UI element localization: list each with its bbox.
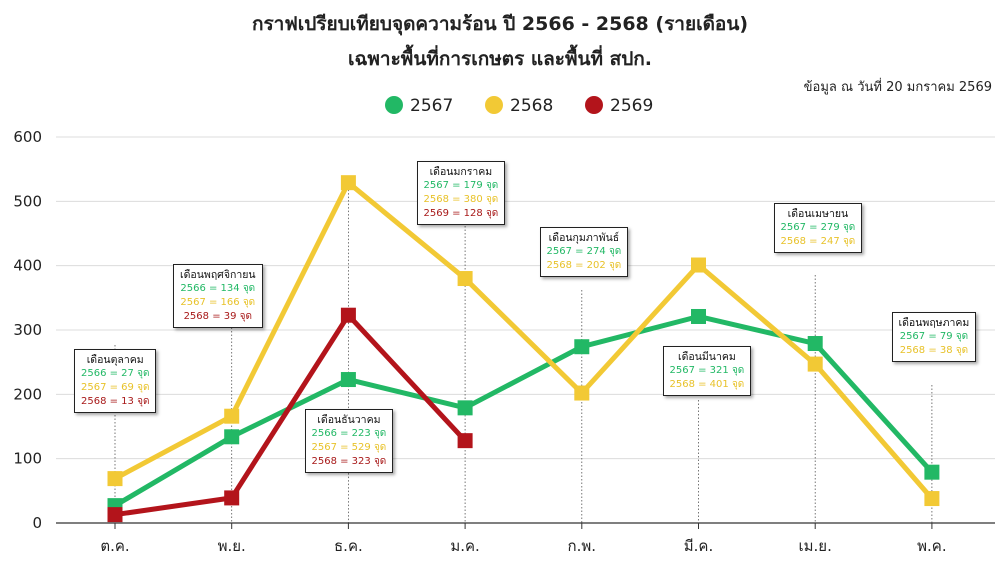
annotation-line: 2566 = 27 จุด: [81, 368, 150, 379]
x-tick-label: มี.ค.: [684, 537, 713, 555]
legend-marker-2568: [485, 96, 503, 114]
annotation-line: 2566 = 223 จุด: [311, 428, 387, 439]
annotation-box: เดือนมีนาคม 2567 = 321 จุด 2568 = 401 จุด: [662, 346, 752, 396]
annotation-title: เดือนมีนาคม: [677, 351, 736, 363]
data-point-2569: [340, 307, 356, 323]
annotation-line: 2567 = 274 จุด: [546, 246, 622, 257]
data-point-2567: [457, 400, 473, 416]
annotation-line: 2568 = 247 จุด: [780, 236, 856, 247]
x-tick-label: ต.ค.: [100, 537, 129, 555]
annotation-box: เดือนธันวาคม 2566 = 223 จุด 2567 = 529 จุด…: [304, 409, 394, 473]
legend-label-2569: 2569: [610, 96, 653, 116]
x-tick-label: เม.ย.: [799, 537, 832, 555]
annotation-title: เดือนกุมภาพันธ์: [548, 232, 620, 244]
data-point-2568: [457, 271, 473, 287]
annotation-line: 2568 = 323 จุด: [311, 456, 387, 467]
gridlines: [56, 136, 995, 460]
chart-subtitle: เฉพาะพื้นที่การเกษตร และพื้นที่ สปก.: [347, 48, 653, 70]
annotation-box: เดือนกุมภาพันธ์ 2567 = 274 จุด 2568 = 202 …: [539, 227, 629, 277]
legend-label-2567: 2567: [410, 96, 453, 116]
annotation-line: 2568 = 380 จุด: [423, 194, 499, 205]
x-tick-label: ม.ค.: [450, 537, 479, 555]
legend-label-2568: 2568: [510, 96, 553, 116]
annotation-line: 2567 = 179 จุด: [423, 180, 499, 191]
data-point-2567: [574, 339, 590, 355]
data-point-2567: [224, 429, 240, 445]
data-point-2568: [340, 175, 356, 191]
y-tick-label: 400: [13, 257, 42, 275]
annotation-line: 2568 = 13 จุด: [81, 396, 150, 407]
series-line-2568: [113, 180, 934, 501]
annotation-title: เดือนเมษายน: [787, 208, 849, 220]
data-point-2567: [691, 308, 706, 324]
data-point-2568: [691, 257, 706, 273]
data-point-2567: [807, 336, 823, 352]
annotation-title: เดือนตุลาคม: [86, 354, 144, 366]
x-tick-label: พ.ค.: [917, 537, 946, 555]
data-point-2567: [340, 372, 356, 388]
x-tick-label: ก.พ.: [568, 537, 597, 555]
annotation-line: 2568 = 202 จุด: [546, 260, 622, 271]
data-point-2569: [224, 490, 240, 506]
annotation-title: เดือนพฤษภาคม: [898, 317, 970, 329]
data-point-2568: [807, 356, 823, 372]
annotation-title: เดือนพฤศจิกายน: [180, 269, 256, 281]
data-point-2568: [224, 408, 240, 424]
y-tick-label: 200: [13, 385, 42, 403]
annotation-line: 2567 = 279 จุด: [780, 222, 856, 233]
chart-title: กราฟเปรียบเทียบจุดความร้อน ปี 2566 - 256…: [251, 13, 749, 35]
x-tick-label: พ.ย.: [218, 537, 246, 555]
data-point-2568: [107, 471, 123, 487]
annotation-box: เดือนพฤศจิกายน 2566 = 134 จุด 2567 = 166 จ…: [173, 264, 263, 328]
y-tick-label: 300: [13, 321, 42, 339]
annotation-line: 2569 = 128 จุด: [423, 208, 499, 219]
data-point-2567: [924, 464, 940, 480]
data-point-2568: [924, 491, 940, 507]
y-tick-label: 500: [13, 192, 42, 210]
legend: 2567 2568 2569: [385, 96, 653, 116]
annotation-line: 2567 = 166 จุด: [180, 297, 256, 308]
annotation-title: เดือนมกราคม: [429, 166, 493, 178]
annotation-line: 2566 = 134 จุด: [180, 283, 256, 294]
annotation-box: เดือนตุลาคม 2566 = 27 จุด 2567 = 69 จุด 256…: [74, 349, 157, 413]
x-tick-label: ธ.ค.: [334, 537, 363, 555]
y-tick-label: 600: [13, 128, 42, 146]
axes: 0 100 200 300 400 500 600 ต.ค. พ.ย. ธ.ค. ม.ค. ก.พ. ม…: [13, 128, 995, 555]
annotation-box: เดือนเมษายน 2567 = 279 จุด 2568 = 247 จุด: [773, 203, 863, 253]
source-note: ข้อมูล ณ วันที่ 20 มกราคม 2569: [803, 80, 992, 95]
legend-marker-2569: [585, 96, 603, 114]
series-line-2567: [113, 313, 934, 508]
data-point-2569: [457, 433, 473, 449]
annotation-line: 2568 = 38 จุด: [899, 345, 969, 356]
annotation-line: 2567 = 69 จุด: [81, 382, 150, 393]
annotation-title: เดือนธันวาคม: [317, 414, 381, 426]
annotation-line: 2567 = 79 จุด: [899, 331, 969, 342]
annotation-line: 2568 = 401 จุด: [669, 379, 745, 390]
annotation-line: 2567 = 529 จุด: [311, 442, 387, 453]
annotation-box: เดือนมกราคม 2567 = 179 จุด 2568 = 380 จุด 2…: [416, 161, 506, 225]
y-tick-label: 100: [13, 450, 42, 468]
series-line-2569: [114, 312, 467, 518]
annotation-box: เดือนพฤษภาคม 2567 = 79 จุด 2568 = 38 จุด: [891, 312, 977, 362]
series-markers: [107, 175, 940, 523]
annotation-line: 2567 = 321 จุด: [669, 365, 745, 376]
y-tick-label: 0: [32, 514, 42, 532]
series-lines: [113, 180, 934, 518]
data-point-2569: [107, 507, 123, 523]
data-point-2568: [574, 385, 590, 401]
legend-marker-2567: [385, 96, 403, 114]
annotation-line: 2568 = 39 จุด: [183, 311, 253, 322]
